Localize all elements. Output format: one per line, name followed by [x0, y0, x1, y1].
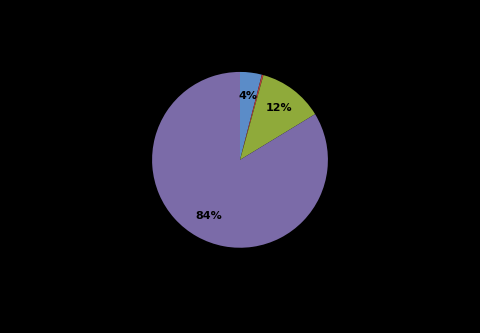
Text: 12%: 12% [265, 104, 292, 114]
Wedge shape [240, 72, 262, 160]
Text: 84%: 84% [195, 211, 222, 221]
Text: 4%: 4% [239, 91, 258, 101]
Wedge shape [152, 72, 328, 248]
Wedge shape [240, 75, 315, 160]
Wedge shape [240, 75, 264, 160]
